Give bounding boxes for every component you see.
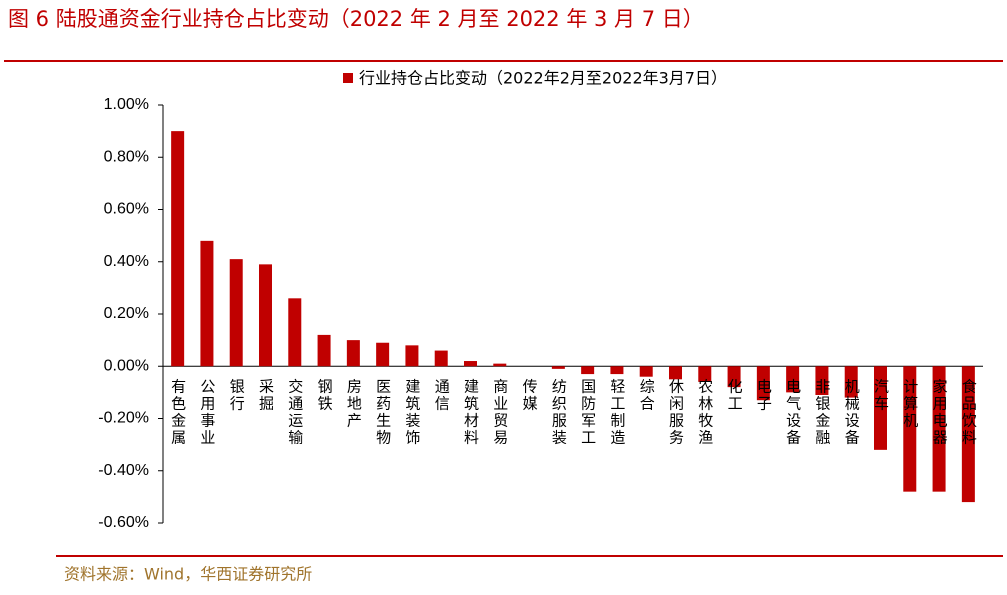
bar <box>844 366 858 398</box>
bar <box>551 366 565 369</box>
x-tick-label: 建筑材料 <box>462 378 480 446</box>
bar <box>932 366 946 492</box>
bar <box>756 366 770 401</box>
bar <box>259 264 272 367</box>
source-note: 资料来源：Wind，华西证券研究所 <box>64 565 312 584</box>
bar <box>639 366 653 377</box>
bar <box>669 366 682 380</box>
y-tick-label: 1.00% <box>104 96 149 113</box>
bar <box>288 298 302 367</box>
x-tick-label: 房地产 <box>345 378 363 429</box>
x-tick-label: 传媒 <box>521 378 539 412</box>
y-tick-label: -0.20% <box>98 410 149 427</box>
bar <box>815 366 829 395</box>
bar <box>434 350 448 367</box>
x-tick-label: 银行 <box>228 378 246 412</box>
x-tick-label: 商业贸易 <box>491 378 509 446</box>
x-tick-label: 通信 <box>433 378 451 412</box>
bar <box>581 366 595 375</box>
x-tick-label: 建筑装饰 <box>403 378 421 446</box>
y-tick-label: -0.60% <box>98 514 149 531</box>
x-tick-label: 农林牧渔 <box>696 378 714 446</box>
legend-label: 行业持仓占比变动（2022年2月至2022年3月7日） <box>359 69 727 88</box>
y-tick-label: 0.60% <box>104 201 149 218</box>
x-tick-label: 国防军工 <box>579 378 597 446</box>
x-tick-label: 化工 <box>726 378 744 412</box>
x-tick-label: 家用电器 <box>931 378 949 446</box>
x-tick-label: 电子 <box>755 378 773 412</box>
x-tick-label: 采掘 <box>257 378 275 412</box>
x-tick-label: 纺织服装 <box>550 378 568 446</box>
bar <box>903 366 917 492</box>
bar <box>493 363 507 367</box>
bar <box>405 345 419 367</box>
y-tick-label: -0.40% <box>98 462 149 479</box>
legend-swatch <box>343 73 353 83</box>
bar <box>610 366 624 375</box>
x-tick-label: 食品饮料 <box>960 378 978 446</box>
x-tick-label: 综合 <box>638 378 656 412</box>
bar <box>171 131 185 367</box>
bar <box>961 366 975 503</box>
x-tick-label: 医药生物 <box>374 378 392 446</box>
x-tick-label: 交通运输 <box>286 377 304 446</box>
x-tick-label: 机械设备 <box>843 378 861 446</box>
bar <box>346 340 360 367</box>
figure-title: 图 6 陆股通资金行业持仓占比变动（2022 年 2 月至 2022 年 3 月… <box>8 7 704 31</box>
x-tick-label: 计算机 <box>901 378 919 429</box>
y-tick-label: 0.20% <box>104 305 149 322</box>
x-tick-label: 休闲服务 <box>667 378 685 446</box>
bar <box>376 342 390 367</box>
x-tick-label: 非银金融 <box>813 378 831 446</box>
y-tick-label: 0.40% <box>104 253 149 270</box>
x-tick-label: 公用事业 <box>198 378 216 446</box>
x-tick-label: 钢铁 <box>316 378 334 412</box>
bar <box>200 240 214 367</box>
x-tick-label: 汽车 <box>872 378 890 412</box>
x-tick-label: 轻工制造 <box>608 378 626 446</box>
bar <box>317 334 331 367</box>
bar <box>698 366 712 382</box>
bar <box>874 366 887 450</box>
bar <box>727 366 741 388</box>
y-tick-label: 0.80% <box>104 148 149 165</box>
bar <box>229 259 243 367</box>
y-tick-label: 0.00% <box>104 357 149 374</box>
x-tick-label: 电气设备 <box>784 378 802 446</box>
x-tick-label: 有色金属 <box>169 378 187 446</box>
chart: -0.60% -0.40% -0.20% 0.00% 0.20% 0.40% 0.60% 0.… <box>98 69 983 531</box>
bar <box>786 366 800 393</box>
bar <box>464 361 477 367</box>
